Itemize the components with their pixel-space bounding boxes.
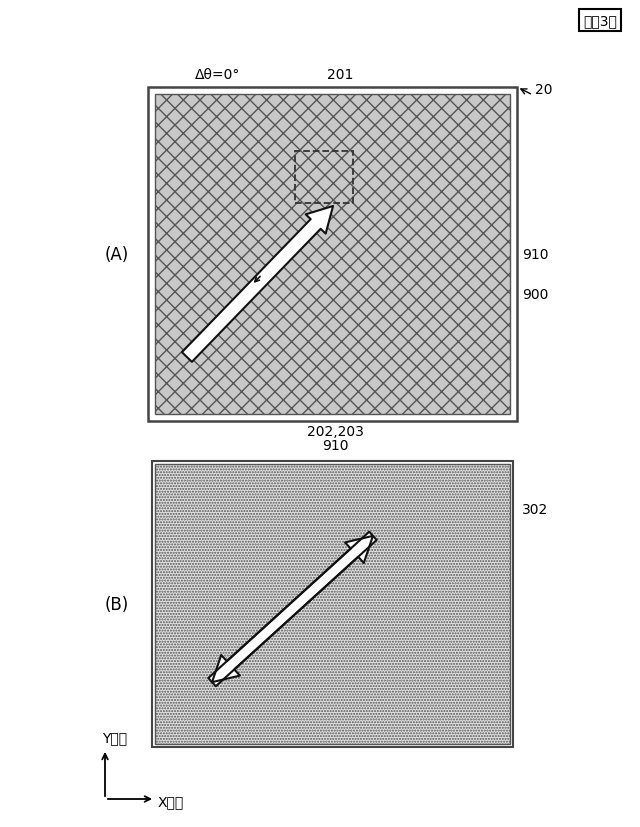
Text: 202,203: 202,203 bbox=[307, 424, 364, 438]
Text: Y方向: Y方向 bbox=[102, 730, 127, 744]
FancyArrowPatch shape bbox=[255, 277, 260, 282]
Text: 900: 900 bbox=[522, 288, 548, 302]
FancyArrowPatch shape bbox=[208, 536, 373, 686]
Text: X方向: X方向 bbox=[158, 794, 184, 808]
Text: 910: 910 bbox=[522, 248, 548, 261]
Bar bbox=[152, 461, 513, 747]
Text: (A): (A) bbox=[105, 246, 129, 264]
Text: 910: 910 bbox=[322, 438, 348, 452]
Bar bbox=[295, 152, 353, 203]
Text: (B): (B) bbox=[105, 595, 129, 614]
Bar bbox=[148, 88, 517, 422]
FancyArrowPatch shape bbox=[182, 207, 333, 362]
Bar bbox=[155, 465, 510, 744]
Bar bbox=[155, 95, 510, 414]
Text: 『図3』: 『図3』 bbox=[583, 14, 617, 28]
FancyArrowPatch shape bbox=[212, 532, 377, 682]
Text: 302: 302 bbox=[522, 502, 548, 516]
Text: Δθ=0°: Δθ=0° bbox=[195, 68, 241, 82]
Text: 201: 201 bbox=[327, 68, 353, 82]
Text: 20: 20 bbox=[535, 83, 552, 97]
